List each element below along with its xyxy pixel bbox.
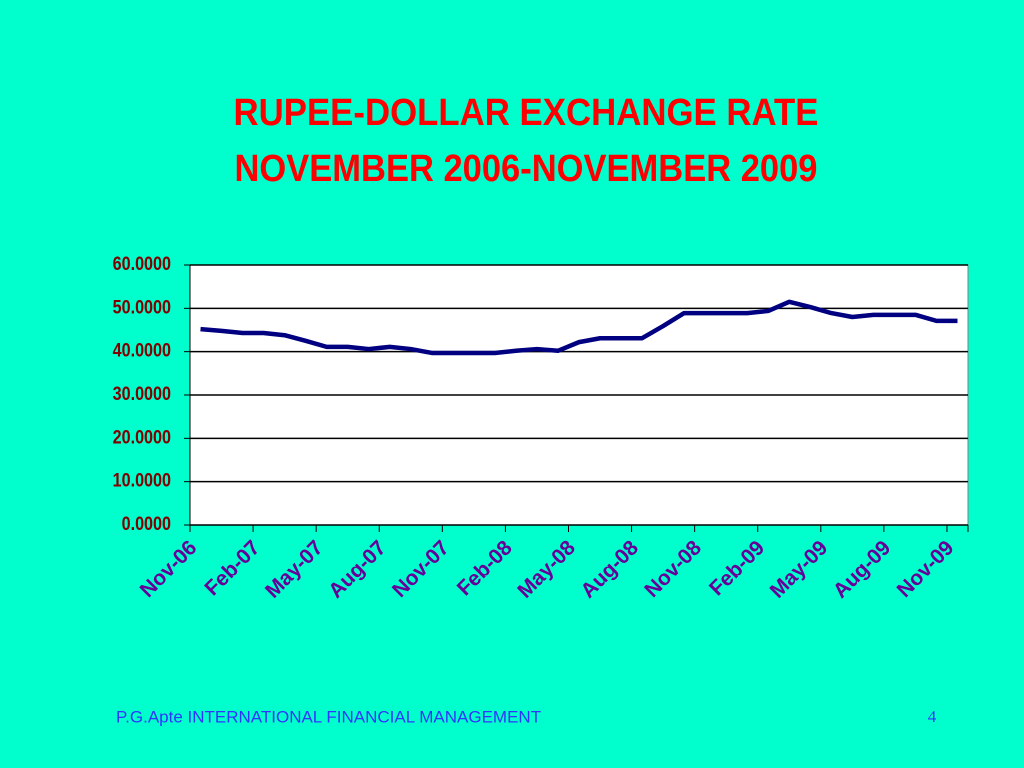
page-number: 4 [928,707,937,726]
y-tick-label: 20.0000 [113,426,172,448]
y-tick-label: 50.0000 [113,296,172,318]
chart-title: RUPEE-DOLLAR EXCHANGE RATE [234,92,819,134]
y-tick-label: 40.0000 [113,339,172,361]
y-tick-label: 60.0000 [113,253,172,275]
y-tick-label: 10.0000 [113,469,172,491]
chart-subtitle: NOVEMBER 2006-NOVEMBER 2009 [235,148,818,190]
y-tick-label: 30.0000 [113,383,172,405]
data-line [200,299,958,356]
footer-text: P.G.Apte INTERNATIONAL FINANCIAL MANAGEM… [116,707,541,726]
y-tick-label: 0.0000 [122,513,172,535]
